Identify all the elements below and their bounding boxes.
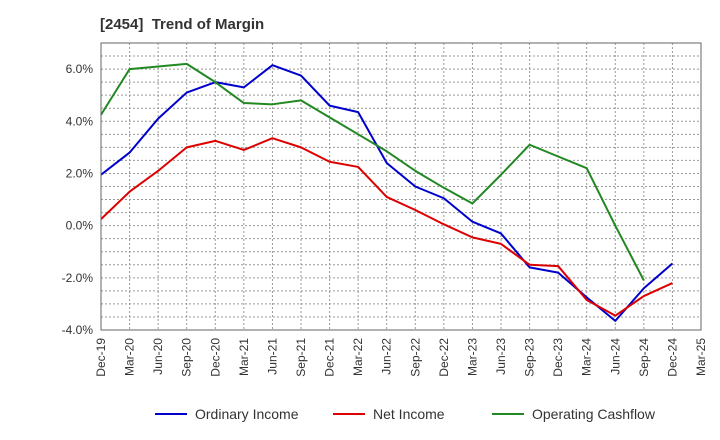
y-tick-label: 2.0% <box>66 166 94 180</box>
x-tick-label: Sep-22 <box>408 338 422 377</box>
y-tick-label: 0.0% <box>66 219 94 233</box>
x-tick-label: Sep-23 <box>523 338 537 377</box>
series-line-operating-cashflow <box>100 62 645 281</box>
y-tick-label: -4.0% <box>62 323 94 337</box>
legend-label: Net Income <box>373 406 445 422</box>
x-tick-label: Mar-21 <box>237 338 251 376</box>
x-tick-label: Jun-23 <box>494 338 508 375</box>
y-tick-label: 6.0% <box>66 62 94 76</box>
legend-label: Ordinary Income <box>195 406 299 422</box>
x-tick-label: Dec-20 <box>208 338 222 377</box>
series-layer <box>100 62 674 322</box>
x-tick-label: Sep-21 <box>294 338 308 377</box>
x-tick-label: Sep-20 <box>180 338 194 377</box>
x-tick-label: Mar-22 <box>351 338 365 376</box>
x-tick-label: Dec-24 <box>665 338 679 377</box>
x-tick-label: Mar-25 <box>694 338 708 376</box>
x-tick-label: Dec-21 <box>323 338 337 377</box>
x-tick-label: Jun-22 <box>380 338 394 375</box>
x-tick-label: Dec-23 <box>551 338 565 377</box>
x-tick-label: Jun-21 <box>265 338 279 375</box>
legend-label: Operating Cashflow <box>532 406 656 422</box>
x-tick-label: Mar-24 <box>580 338 594 376</box>
x-tick-label: Dec-22 <box>437 338 451 377</box>
chart-title: [2454] Trend of Margin <box>100 16 265 33</box>
series-line-net-income <box>100 137 673 317</box>
x-tick-label: Dec-19 <box>94 338 108 377</box>
axis-layer: 6.0% 4.0% 2.0% 0.0% -2.0% -4.0%Dec-19 Mar-20 Ju… <box>62 42 708 377</box>
legend: Ordinary Income Net Income Operating Cashf… <box>155 406 656 422</box>
x-tick-label: Mar-23 <box>465 338 479 376</box>
y-tick-label: 4.0% <box>66 114 94 128</box>
x-tick-label: Sep-24 <box>637 338 651 377</box>
x-tick-label: Mar-20 <box>123 338 137 376</box>
y-tick-label: -2.0% <box>62 271 94 285</box>
grid-layer <box>100 42 702 331</box>
x-tick-label: Jun-24 <box>608 338 622 375</box>
x-tick-label: Jun-20 <box>151 338 165 375</box>
plot-border <box>100 42 702 331</box>
